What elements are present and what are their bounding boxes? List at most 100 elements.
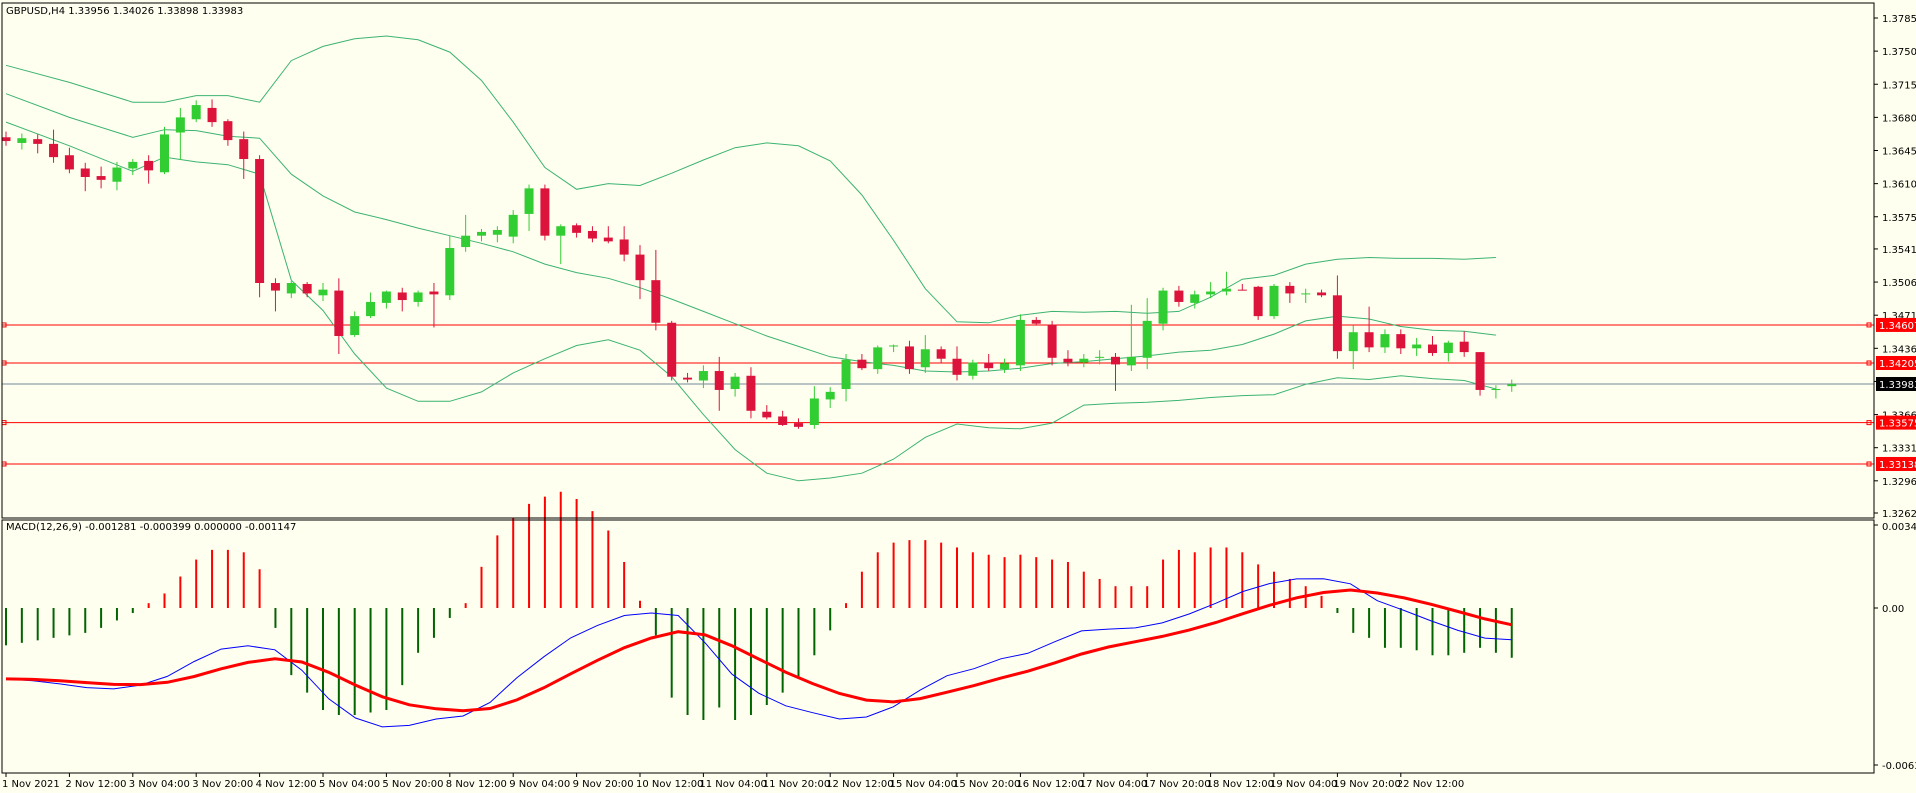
level-anchor-marker <box>1866 360 1872 366</box>
bear-candle-body <box>904 346 914 370</box>
time-tick-label: 1 Nov 2021 <box>2 779 60 790</box>
bull-candle-body <box>445 247 455 296</box>
bull-candle-body <box>1412 344 1422 349</box>
time-tick-label: 19 Nov 20:00 <box>1333 779 1400 790</box>
bull-candle-body <box>825 391 835 400</box>
bull-candle-body <box>1443 342 1453 354</box>
bull-candle-body <box>1221 288 1231 292</box>
bull-candle-body <box>889 345 899 347</box>
price-tick-label: 1.35060 <box>1882 278 1916 289</box>
level-price-label: 1.33575 <box>1879 419 1916 430</box>
time-tick-label: 18 Nov 12:00 <box>1207 779 1274 790</box>
bear-candle-body <box>762 411 772 418</box>
bear-candle-body <box>857 359 867 369</box>
time-tick-label: 17 Nov 20:00 <box>1143 779 1210 790</box>
time-tick-label: 3 Nov 20:00 <box>192 779 253 790</box>
time-tick-label: 15 Nov 20:00 <box>953 779 1020 790</box>
bull-candle-body <box>1158 290 1168 324</box>
bull-candle-body <box>1079 358 1089 363</box>
bear-candle-body <box>1396 334 1406 349</box>
bull-candle-body <box>381 291 391 303</box>
bear-candle-body <box>1047 324 1057 358</box>
bear-candle-body <box>572 225 582 233</box>
bear-candle-body <box>1475 352 1485 390</box>
level-price-tag <box>1876 355 1916 370</box>
bull-candle-body <box>461 235 471 248</box>
bear-candle-body <box>651 280 661 323</box>
time-tick-label: 10 Nov 12:00 <box>636 779 703 790</box>
bollinger-upper-band <box>5 35 1496 324</box>
level-anchor-marker <box>1866 322 1872 328</box>
bull-candle-body <box>1269 285 1279 317</box>
bear-candle-body <box>334 290 344 337</box>
bull-candle-body <box>1507 384 1517 387</box>
time-tick-label: 11 Nov 04:00 <box>699 779 766 790</box>
price-tick-label: 1.37850 <box>1882 14 1916 25</box>
bear-candle-body <box>667 322 677 377</box>
bull-candle-body <box>1380 334 1390 348</box>
time-tick-label: 4 Nov 12:00 <box>256 779 317 790</box>
time-tick-label: 19 Nov 04:00 <box>1270 779 1337 790</box>
bear-candle-body <box>80 168 90 178</box>
macd-signal-line <box>5 588 1513 713</box>
main-pane-frame <box>1 2 1875 519</box>
bear-candle-body <box>1364 332 1374 348</box>
bear-candle-body <box>778 416 788 425</box>
bear-candle-body <box>714 371 724 390</box>
bear-candle-body <box>587 230 597 239</box>
price-tick-label: 1.37500 <box>1882 47 1916 58</box>
bear-candle-body <box>96 176 106 180</box>
bull-candle-body <box>318 289 328 296</box>
time-tick-label: 9 Nov 20:00 <box>573 779 634 790</box>
level-price-label: 1.33138 <box>1879 460 1916 471</box>
macd-tick-label: 0.00 <box>1882 604 1904 615</box>
bear-candle-body <box>33 139 43 144</box>
bear-candle-body <box>429 291 439 295</box>
macd-tick-label: 0.003427 <box>1882 522 1916 533</box>
bear-candle-body <box>936 349 946 359</box>
price-tick-label: 1.35410 <box>1882 245 1916 256</box>
macd-line <box>5 578 1512 728</box>
time-tick-label: 12 Nov 12:00 <box>826 779 893 790</box>
price-tick-label: 1.34360 <box>1882 344 1916 355</box>
bear-candle-body <box>1459 341 1469 353</box>
bull-candle-body <box>1126 356 1136 366</box>
bear-candle-body <box>1174 290 1184 302</box>
bear-candle-body <box>1111 356 1120 365</box>
price-tick-label: 1.37150 <box>1882 80 1916 91</box>
time-tick-label: 5 Nov 04:00 <box>319 779 380 790</box>
bear-candle-body <box>1253 286 1263 317</box>
bear-candle-body <box>952 358 962 375</box>
time-tick-label: 22 Nov 12:00 <box>1397 779 1464 790</box>
time-tick-label: 9 Nov 04:00 <box>509 779 570 790</box>
bull-candle-body <box>524 188 534 214</box>
bear-candle-body <box>1 137 11 142</box>
time-tick-label: 2 Nov 12:00 <box>65 779 126 790</box>
time-tick-label: 17 Nov 04:00 <box>1080 779 1147 790</box>
bear-candle-body <box>49 143 59 158</box>
bull-candle-body <box>873 347 883 370</box>
time-tick-label: 11 Nov 20:00 <box>763 779 830 790</box>
bull-candle-body <box>1095 356 1105 358</box>
bull-candle-body <box>477 231 486 236</box>
level-price-label: 1.34607 <box>1879 321 1916 332</box>
price-tick-label: 1.35750 <box>1882 213 1916 224</box>
level-price-label: 1.34205 <box>1879 359 1916 370</box>
bear-candle-body <box>540 188 550 236</box>
bull-candle-body <box>1142 320 1152 358</box>
price-tick-label: 1.34710 <box>1882 311 1916 322</box>
bear-candle-body <box>1428 344 1437 354</box>
macd-header: MACD(12,26,9) -0.001281 -0.000399 0.0000… <box>6 522 296 533</box>
bear-candle-body <box>223 121 233 141</box>
bull-candle-body <box>730 376 740 390</box>
bull-candle-body <box>350 316 360 336</box>
bull-candle-body <box>128 161 138 169</box>
chart-header: GBPUSD,H4 1.33956 1.34026 1.33898 1.3398… <box>6 6 243 17</box>
bull-candle-body <box>1000 363 1010 370</box>
bid-price-label: 1.33983 <box>1879 380 1916 391</box>
bear-candle-body <box>302 283 312 294</box>
level-anchor-marker <box>1866 420 1872 426</box>
price-tick-label: 1.36800 <box>1882 113 1916 124</box>
